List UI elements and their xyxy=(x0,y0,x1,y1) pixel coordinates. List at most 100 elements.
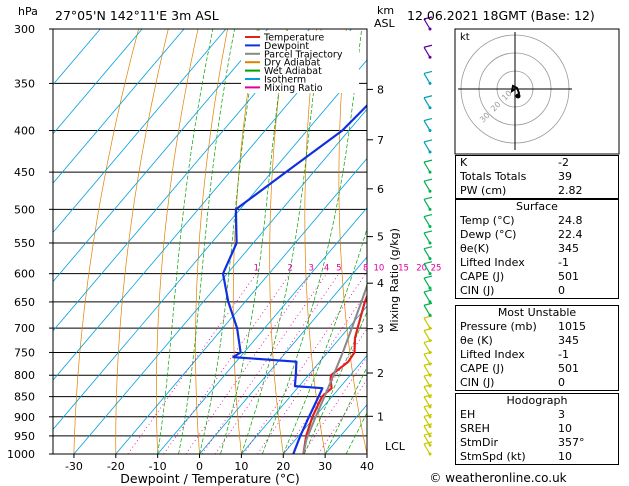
most-unstable-panel: Most Unstable Pressure (mb) 1015 θe (K) 34… xyxy=(455,305,619,391)
wet-adiabat xyxy=(324,366,367,454)
wind-barb-dot xyxy=(428,424,432,428)
pressure-tick-label: 800 xyxy=(14,369,35,382)
mixing-ratio-label: 3 xyxy=(308,264,313,274)
wind-barb-dot xyxy=(428,415,432,419)
mu-row: Pressure (mb) 1015 xyxy=(460,320,586,333)
surface-row: Lifted Index -1 xyxy=(460,256,569,269)
wind-barb-flag xyxy=(423,302,433,306)
wind-barb-dot xyxy=(428,225,432,229)
pressure-tick-label: 350 xyxy=(14,77,35,90)
temp-tick-label: 20 xyxy=(276,460,290,473)
wind-barb xyxy=(423,386,431,397)
legend-item-label: Temperature xyxy=(263,33,324,44)
wind-barb xyxy=(423,120,431,131)
mixing-ratio-label: 15 xyxy=(398,264,409,274)
wind-barb-flag xyxy=(423,196,433,200)
mixing-ratio-label: 4 xyxy=(324,264,329,274)
mixing-ratio-line xyxy=(185,273,312,454)
wind-barb xyxy=(423,97,431,109)
wind-barb-dot xyxy=(428,207,432,211)
wind-barb xyxy=(423,291,431,303)
wind-barb-dot xyxy=(428,452,432,456)
most-unstable-title: Most Unstable xyxy=(497,306,577,319)
mixing-ratio-line xyxy=(257,290,367,454)
wind-barb-dot xyxy=(428,300,432,304)
dry-adiabat xyxy=(338,29,367,454)
mixing-ratio-line xyxy=(317,378,367,454)
pressure-tick-label: 1000 xyxy=(7,448,35,461)
km-tick-label: 8 xyxy=(377,83,384,96)
temp-tick-label: -30 xyxy=(65,460,83,473)
wind-barb-dot xyxy=(428,257,432,261)
hodo-row: EH 3 xyxy=(460,408,565,421)
isotherm xyxy=(53,59,367,430)
indices-panel: K -2 Totals Totals 39 PW (cm) 2.82 xyxy=(455,155,619,199)
isotherm xyxy=(115,157,367,454)
pressure-tick-label: 550 xyxy=(14,237,35,250)
wind-barb-dot xyxy=(428,443,432,447)
wind-barb xyxy=(423,416,431,427)
asl-label: ASL xyxy=(374,17,396,30)
wind-barb-flag xyxy=(423,70,433,74)
wind-barb-flag xyxy=(423,432,433,436)
wind-barb-flag xyxy=(423,139,433,143)
pressure-tick-label: 950 xyxy=(14,430,35,443)
wind-barb xyxy=(423,317,431,329)
wind-barb-dot xyxy=(428,55,432,59)
mixing-ratio-label: 5 xyxy=(336,264,341,274)
dry-adiabat xyxy=(115,29,169,454)
pressure-tick-label: 750 xyxy=(14,346,35,359)
axes: 3003504004505005506006507007508008509009… xyxy=(7,23,441,473)
isotherm xyxy=(53,29,310,332)
wind-barb-flag xyxy=(423,394,433,398)
surface-title: Surface xyxy=(516,200,558,213)
wind-barb-dot xyxy=(428,189,432,193)
wind-barb xyxy=(423,199,431,210)
pressure-tick-label: 500 xyxy=(14,203,35,216)
wind-barb xyxy=(423,342,431,353)
wet-adiabat xyxy=(282,227,367,454)
index-row: PW (cm) 2.82 xyxy=(460,184,583,197)
hodograph-kt-label: kt xyxy=(460,32,470,43)
hodo-row: SREH 10 xyxy=(460,422,572,435)
wind-barb xyxy=(423,406,431,418)
pressure-tick-label: 300 xyxy=(14,23,35,36)
wind-barb-flag xyxy=(423,95,433,99)
km-tick-label: 1 xyxy=(377,410,384,423)
header-location: 27°05'N 142°11'E 3m ASL xyxy=(55,8,219,23)
surface-row: Dewp (°C) 22.4 xyxy=(460,228,583,241)
wind-barb xyxy=(423,434,431,446)
wind-barb xyxy=(423,443,431,455)
mixing-ratio-label: 1 xyxy=(254,264,259,274)
wind-barb-flag xyxy=(423,404,433,408)
legend-item-label: Isotherm xyxy=(264,75,306,86)
wind-barb-flag xyxy=(423,275,433,279)
isotherm xyxy=(53,29,352,381)
series-line-temperature xyxy=(302,293,367,454)
wind-barb-flag xyxy=(423,246,433,250)
index-row: Totals Totals 39 xyxy=(460,170,572,183)
legend-item-label: Parcel Trajectory xyxy=(264,49,343,60)
wind-barb-dot xyxy=(428,405,432,409)
y-unit-label: hPa xyxy=(18,5,38,18)
mixing-ratio-line xyxy=(283,327,367,454)
wind-barb xyxy=(423,141,431,153)
hodo-row: StmDir 357° xyxy=(460,436,585,449)
legend-item-label: Dewpoint xyxy=(264,41,309,52)
temp-tick-label: 30 xyxy=(318,460,332,473)
wet-adiabat xyxy=(220,29,288,454)
pressure-tick-label: 400 xyxy=(14,125,35,138)
wind-barb-dot xyxy=(428,338,432,342)
pressure-tick-label: 600 xyxy=(14,268,35,281)
legend-item-label: Dry Adiabat xyxy=(264,58,321,69)
wind-barb-dot xyxy=(428,362,432,366)
wind-barb-flag xyxy=(423,213,433,218)
wind-barb xyxy=(423,263,431,274)
pressure-tick-label: 850 xyxy=(14,391,35,404)
wind-barb-dot xyxy=(428,27,432,31)
wind-barb-flag xyxy=(423,159,433,163)
copyright: © weatheronline.co.uk xyxy=(429,471,566,485)
wind-barb xyxy=(423,330,431,341)
